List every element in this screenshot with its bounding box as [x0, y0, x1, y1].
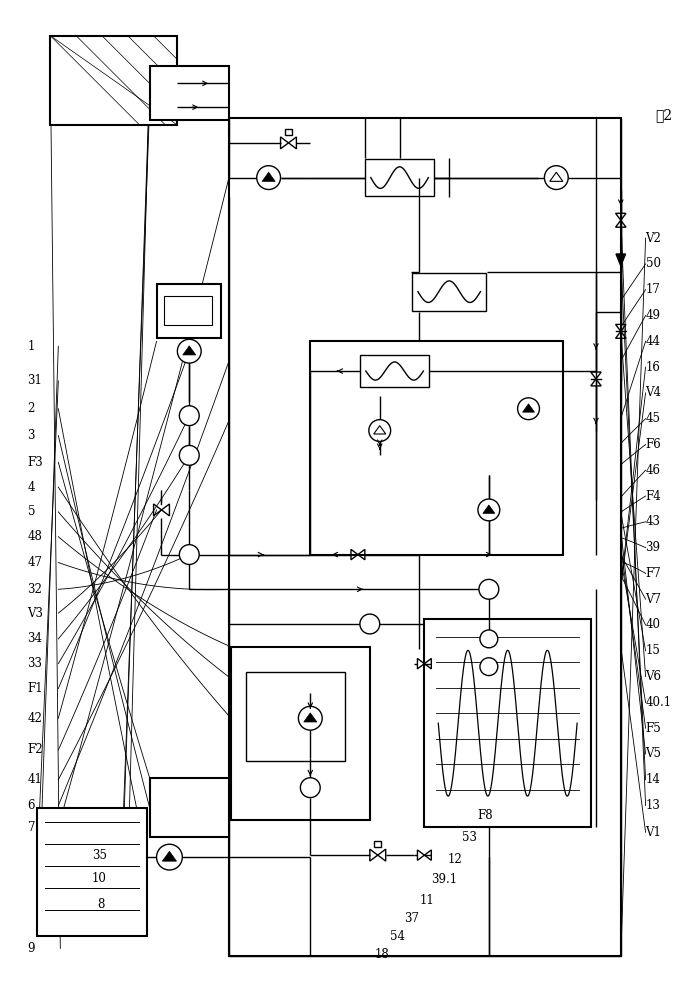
Polygon shape: [262, 172, 276, 181]
Text: V3: V3: [28, 607, 44, 620]
Text: F6: F6: [645, 438, 661, 451]
Text: 37: 37: [405, 912, 420, 925]
Text: 18: 18: [375, 948, 389, 961]
Bar: [231, 647, 370, 820]
Circle shape: [257, 166, 280, 190]
Bar: [246, 672, 345, 761]
Text: 45: 45: [645, 412, 661, 425]
Circle shape: [369, 420, 391, 441]
Text: 54: 54: [389, 930, 405, 943]
Text: F8: F8: [477, 809, 493, 822]
Circle shape: [478, 499, 500, 521]
Text: 5: 5: [28, 505, 35, 518]
Text: 49: 49: [645, 309, 661, 322]
Text: 48: 48: [28, 530, 42, 543]
Text: 44: 44: [645, 335, 661, 348]
Polygon shape: [162, 851, 176, 861]
Text: 39.1: 39.1: [431, 873, 457, 886]
Polygon shape: [304, 713, 317, 722]
Circle shape: [179, 406, 199, 426]
Text: 1: 1: [28, 340, 35, 353]
Text: V4: V4: [645, 386, 661, 399]
Bar: [424, 619, 591, 827]
Circle shape: [179, 445, 199, 465]
Circle shape: [480, 658, 498, 676]
Bar: [365, 159, 434, 196]
Text: 6: 6: [28, 799, 35, 812]
Circle shape: [298, 706, 322, 730]
Text: 31: 31: [28, 374, 42, 387]
Text: 43: 43: [645, 515, 661, 528]
Circle shape: [179, 545, 199, 564]
Text: 17: 17: [645, 283, 661, 296]
Text: F2: F2: [28, 743, 43, 756]
Text: 42: 42: [28, 712, 42, 725]
Text: 47: 47: [28, 556, 42, 569]
Polygon shape: [523, 404, 534, 412]
Bar: [229, 118, 621, 956]
Bar: [37, 808, 146, 936]
Text: 50: 50: [645, 257, 661, 270]
Circle shape: [157, 844, 183, 870]
Circle shape: [301, 778, 320, 798]
Text: 8: 8: [97, 898, 104, 911]
Bar: [150, 778, 229, 837]
Bar: [51, 36, 178, 125]
Bar: [285, 129, 292, 135]
Text: 13: 13: [645, 799, 661, 812]
Text: 7: 7: [28, 821, 35, 834]
Text: 35: 35: [92, 849, 107, 862]
Text: 40: 40: [645, 618, 661, 631]
Text: 12: 12: [447, 853, 462, 866]
Bar: [310, 341, 564, 555]
Text: 9: 9: [28, 942, 35, 955]
Text: 2: 2: [28, 402, 35, 415]
Text: 33: 33: [28, 657, 42, 670]
Text: F4: F4: [645, 490, 661, 503]
Text: 3: 3: [28, 429, 35, 442]
Bar: [157, 284, 221, 338]
Text: 39: 39: [645, 541, 661, 554]
Text: 10: 10: [92, 872, 107, 885]
Text: V5: V5: [645, 747, 661, 760]
Text: V6: V6: [645, 670, 661, 683]
Text: 41: 41: [28, 773, 42, 786]
Text: V1: V1: [645, 826, 661, 839]
Text: 16: 16: [645, 361, 661, 374]
Text: 53: 53: [462, 831, 477, 844]
Circle shape: [178, 339, 201, 363]
Text: V2: V2: [645, 232, 661, 245]
Text: 32: 32: [28, 583, 42, 596]
Text: F1: F1: [28, 682, 43, 695]
Text: 40.1: 40.1: [645, 696, 672, 709]
Text: 图2: 图2: [656, 108, 672, 122]
Text: 34: 34: [28, 632, 42, 645]
Text: 4: 4: [28, 481, 35, 494]
Circle shape: [544, 166, 568, 190]
Circle shape: [518, 398, 539, 420]
Text: 14: 14: [645, 773, 661, 786]
Circle shape: [479, 579, 499, 599]
Circle shape: [480, 630, 498, 648]
Text: F3: F3: [28, 456, 43, 469]
Polygon shape: [616, 254, 625, 266]
Bar: [412, 273, 486, 311]
Bar: [360, 355, 430, 387]
Bar: [164, 296, 212, 325]
Text: V7: V7: [645, 593, 661, 606]
Text: F7: F7: [645, 567, 661, 580]
Bar: [150, 66, 229, 120]
Text: F5: F5: [645, 722, 661, 735]
Circle shape: [360, 614, 380, 634]
Polygon shape: [483, 505, 495, 513]
Text: 11: 11: [419, 894, 434, 907]
Text: 46: 46: [645, 464, 661, 477]
Text: 15: 15: [645, 644, 661, 657]
Bar: [374, 841, 381, 847]
Polygon shape: [183, 346, 196, 355]
